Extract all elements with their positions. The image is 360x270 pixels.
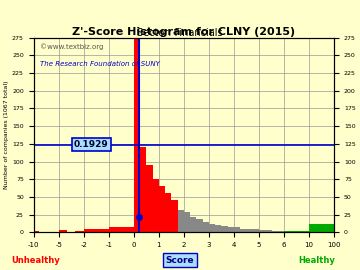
- Text: Healthy: Healthy: [298, 256, 335, 265]
- Bar: [247, 229, 253, 232]
- Bar: [33, 231, 39, 232]
- Bar: [197, 220, 203, 232]
- Bar: [271, 231, 278, 232]
- Bar: [234, 227, 240, 232]
- Bar: [159, 186, 165, 232]
- Bar: [259, 230, 265, 232]
- Bar: [165, 193, 171, 232]
- Text: Sector: Financials: Sector: Financials: [137, 28, 223, 38]
- Bar: [184, 212, 190, 232]
- Text: The Research Foundation of SUNY: The Research Foundation of SUNY: [40, 61, 159, 67]
- Bar: [310, 224, 334, 232]
- Bar: [240, 229, 247, 232]
- Bar: [75, 231, 84, 232]
- Bar: [278, 231, 284, 232]
- Text: Score: Score: [166, 256, 194, 265]
- Bar: [221, 226, 228, 232]
- Bar: [84, 230, 109, 232]
- Bar: [140, 147, 146, 232]
- Bar: [203, 222, 209, 232]
- Bar: [59, 230, 67, 232]
- Bar: [334, 225, 337, 232]
- Y-axis label: Number of companies (1067 total): Number of companies (1067 total): [4, 81, 9, 189]
- Bar: [134, 38, 140, 232]
- Bar: [190, 217, 197, 232]
- Bar: [146, 165, 153, 232]
- Bar: [171, 200, 177, 232]
- Bar: [253, 230, 259, 232]
- Text: Unhealthy: Unhealthy: [12, 256, 60, 265]
- Bar: [284, 231, 291, 232]
- Title: Z'-Score Histogram for CLNY (2015): Z'-Score Histogram for CLNY (2015): [72, 27, 296, 37]
- Bar: [337, 229, 340, 232]
- Bar: [153, 179, 159, 232]
- Bar: [291, 231, 309, 232]
- Bar: [228, 227, 234, 232]
- Bar: [209, 224, 215, 232]
- Text: ©www.textbiz.org: ©www.textbiz.org: [40, 44, 103, 50]
- Bar: [215, 225, 221, 232]
- Bar: [265, 230, 271, 232]
- Bar: [177, 210, 184, 232]
- Bar: [109, 227, 134, 232]
- Text: 0.1929: 0.1929: [74, 140, 108, 149]
